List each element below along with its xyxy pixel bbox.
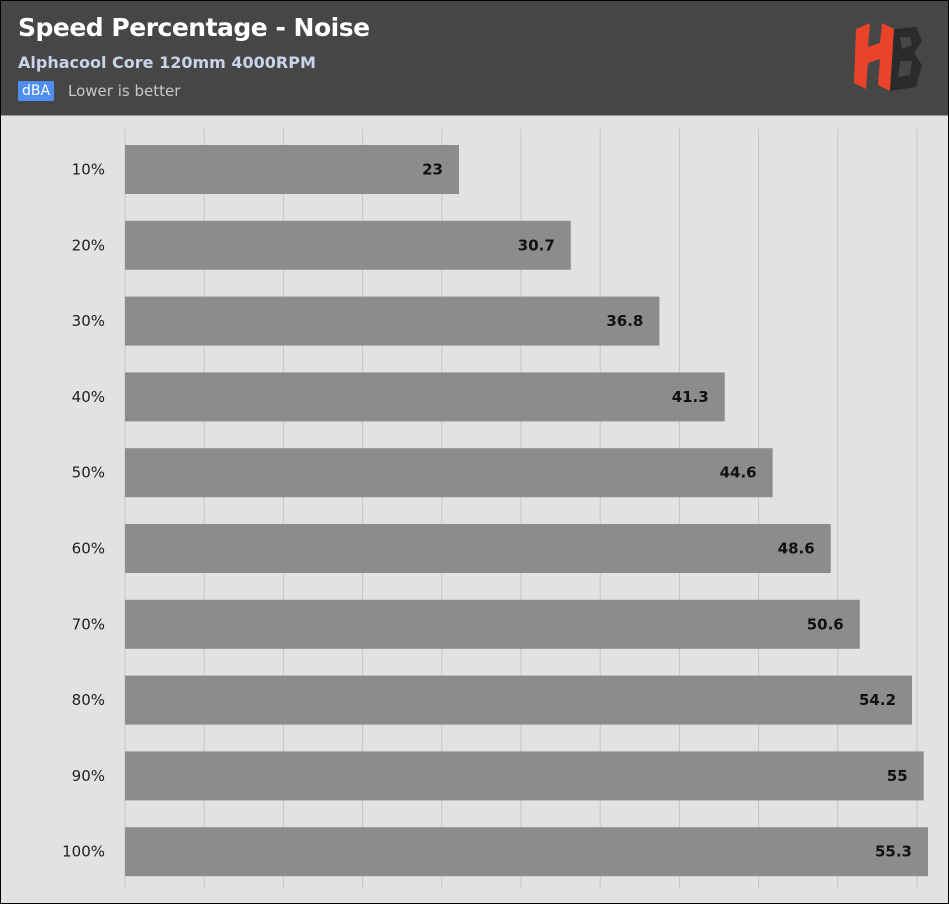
category-label: 10% — [72, 161, 105, 179]
category-label: 100% — [62, 843, 105, 861]
value-label: 55.3 — [875, 843, 912, 861]
value-label: 54.2 — [859, 691, 896, 709]
bar — [125, 524, 831, 573]
bar — [125, 220, 571, 270]
value-label: 48.6 — [778, 540, 815, 558]
bar — [125, 599, 860, 649]
value-label: 55 — [887, 767, 908, 785]
value-label: 36.8 — [606, 312, 643, 330]
category-label: 50% — [72, 464, 105, 482]
category-label: 70% — [72, 615, 105, 633]
value-label: 23 — [422, 161, 443, 179]
value-label: 44.6 — [720, 464, 757, 482]
bar — [125, 827, 928, 877]
chart-subtitle: Alphacool Core 120mm 4000RPM — [18, 53, 316, 72]
bar — [125, 296, 660, 346]
bar — [125, 751, 924, 801]
bar — [125, 448, 773, 498]
chart-title: Speed Percentage - Noise — [18, 13, 370, 42]
category-label: 40% — [72, 388, 105, 406]
category-label: 80% — [72, 691, 105, 709]
bar — [125, 372, 725, 422]
bar — [125, 675, 913, 725]
category-label: 20% — [72, 236, 105, 254]
lower-is-better-note: Lower is better — [68, 82, 181, 100]
category-label: 60% — [72, 540, 105, 558]
bar — [125, 145, 459, 194]
value-label: 50.6 — [807, 615, 844, 633]
category-label: 30% — [72, 312, 105, 330]
value-label: 41.3 — [672, 388, 709, 406]
chart-header: Speed Percentage - Noise Alphacool Core … — [1, 1, 948, 116]
category-label: 90% — [72, 767, 105, 785]
value-label: 30.7 — [518, 236, 555, 254]
hb-logo-icon — [854, 23, 922, 91]
unit-badge: dBA — [18, 81, 55, 101]
